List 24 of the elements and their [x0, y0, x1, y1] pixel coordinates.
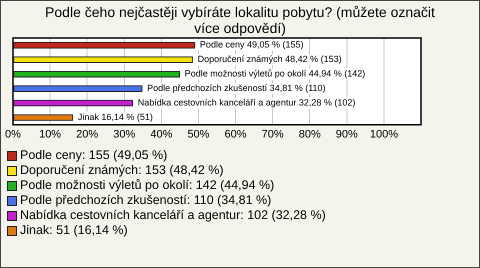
x-tick-label: 100% [370, 128, 398, 140]
legend-label: Nabídka cestovních kanceláří a agentur: 102 (32,28 %) [20, 208, 326, 223]
legend-label: Jinak: 51 (16,14 %) [20, 223, 128, 238]
x-tick-label: 30% [113, 128, 136, 140]
data-label: Podle ceny 49,05 % (155) [200, 40, 304, 50]
x-tick-label: 0% [5, 128, 22, 140]
legend-label: Podle ceny: 155 (49,05 %) [20, 148, 168, 163]
x-tick-label: 50% [187, 128, 210, 140]
data-label: Doporučení známých 48,42 % (153) [198, 54, 342, 64]
x-tick-label: 70% [262, 128, 284, 140]
data-label: Jinak 16,14 % (51) [78, 112, 153, 122]
legend-label: Doporučení známých: 153 (48,42 %) [20, 163, 224, 178]
x-tick-label: 60% [224, 128, 247, 140]
x-tick-label: 80% [298, 128, 321, 140]
x-tick-label: 90% [336, 128, 358, 140]
data-label: Podle možnosti výletů po okolí 44,94 % (142) [184, 68, 366, 79]
legend-label: Podle předchozích zkušeností: 110 (34,81 %) [20, 193, 272, 208]
x-tick-label: 20% [76, 128, 98, 140]
x-tick-label: 40% [150, 128, 173, 140]
chart-title: Podle čeho nejčastěji vybíráte lokalitu pobytu? (můžete označit více odpovědí) [44, 3, 436, 36]
legend-label: Podle možnosti výletů po okolí: 142 (44,94 %) [20, 178, 274, 193]
data-label: Podle předchozích zkušeností 34,81 % (110) [147, 83, 326, 94]
data-label: Nabídka cestovních kanceláří a agentur 32,28 % (102) [138, 98, 356, 108]
x-tick-label: 10% [39, 128, 62, 140]
